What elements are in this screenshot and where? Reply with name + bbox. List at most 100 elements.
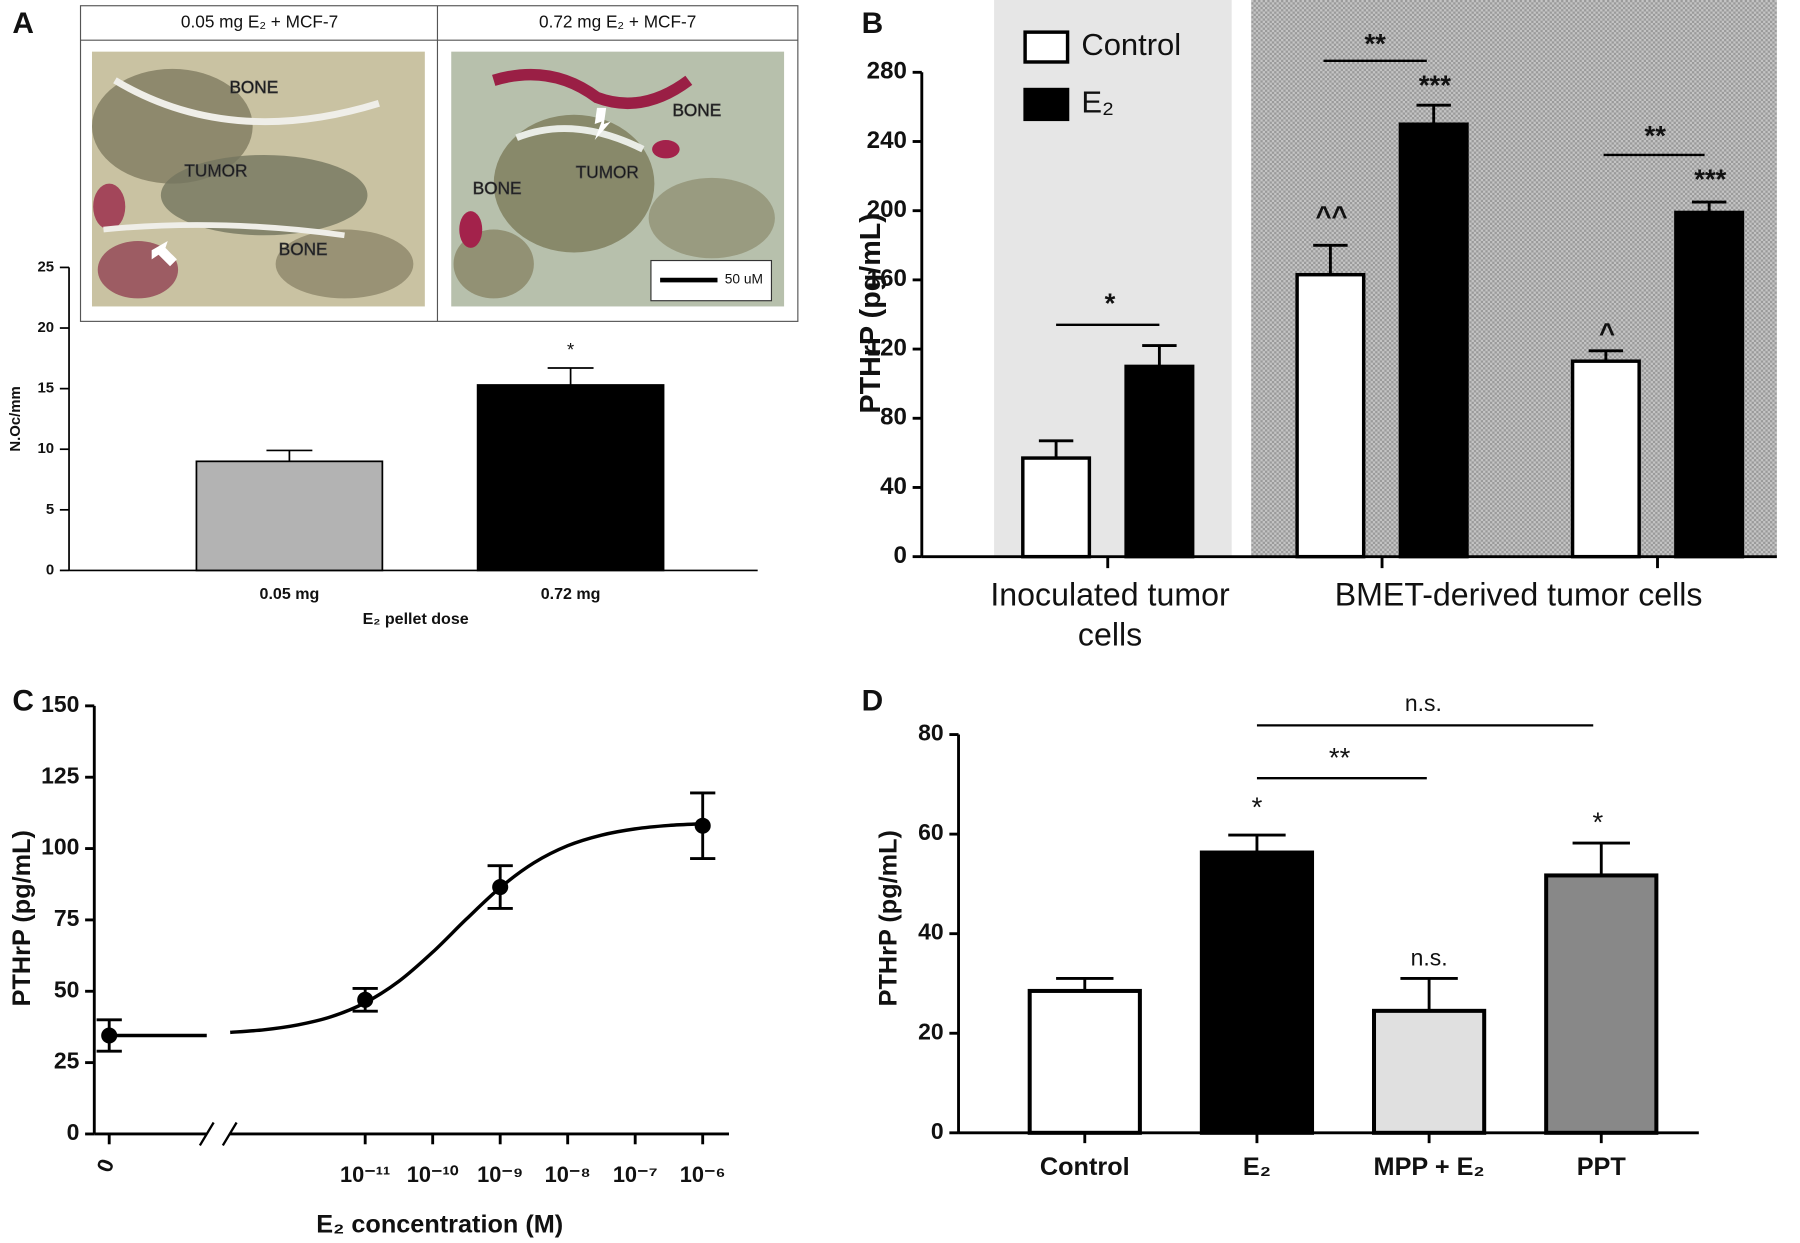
error-bar	[1588, 349, 1624, 362]
error-bar	[1691, 200, 1727, 213]
y-tick-label: 40	[918, 919, 944, 945]
panel-label: C	[12, 684, 34, 717]
axis-break	[221, 1121, 238, 1147]
x-tick-label: PPT	[1577, 1153, 1627, 1181]
bar	[1398, 122, 1469, 559]
annotation: *	[1105, 288, 1116, 319]
bar	[195, 460, 384, 572]
y-tick-label: 10	[38, 440, 55, 457]
x-tick-label: MPP + E₂	[1374, 1153, 1485, 1181]
error-bar	[1142, 344, 1177, 367]
y-tick-label: 120	[867, 334, 907, 361]
x-tick-label: 0	[91, 1156, 119, 1176]
y-tick-label: 40	[880, 473, 907, 500]
annotation: n.s.	[1405, 690, 1442, 716]
y-tick-label: 80	[918, 720, 944, 746]
y-tick-label: 50	[54, 976, 80, 1002]
x-tick-label: 10⁻⁹	[477, 1162, 523, 1187]
y-tick-label: 0	[46, 561, 54, 578]
legend-swatch	[1023, 87, 1070, 122]
x-tick-label: 10⁻⁶	[680, 1162, 726, 1187]
fit-curve	[230, 822, 703, 1035]
y-tick-label: 0	[931, 1118, 944, 1144]
bar	[1295, 272, 1366, 559]
y-tick-label: 25	[54, 1048, 80, 1074]
data-point	[492, 879, 509, 896]
image-title: 0.72 mg E₂ + MCF-7	[539, 12, 696, 32]
bar	[1372, 1008, 1487, 1135]
group-label: BMET-derived tumor cells	[1335, 576, 1703, 612]
panel-label: B	[862, 7, 884, 40]
error-bar	[1038, 439, 1074, 459]
bar	[1544, 873, 1659, 1135]
panel-label: D	[862, 684, 884, 717]
x-axis-label: E₂ concentration (M)	[316, 1210, 563, 1238]
error-bar	[266, 449, 313, 462]
image-label: BONE	[672, 100, 721, 120]
y-tick-label: 160	[867, 265, 907, 292]
y-axis-label: PTHrP (pg/mL)	[8, 830, 36, 1006]
bar	[1027, 988, 1142, 1135]
bar	[476, 384, 665, 572]
data-point	[101, 1027, 118, 1044]
image-label: TUMOR	[576, 162, 639, 182]
annotation: *	[1592, 806, 1603, 837]
x-tick-label: 10⁻⁸	[545, 1162, 591, 1187]
annotation: *	[1252, 791, 1263, 822]
y-tick-label: 100	[41, 834, 79, 860]
legend-swatch	[1023, 30, 1070, 64]
y-tick-label: 280	[867, 58, 907, 85]
group-label: cells	[1078, 616, 1142, 652]
annotation: **	[1644, 120, 1666, 151]
error-bar	[1572, 841, 1630, 876]
scale-bar-label: 50 uM	[725, 272, 763, 287]
y-tick-label: 125	[41, 762, 80, 788]
error-bar	[1228, 833, 1286, 853]
x-tick-label: Control	[1040, 1153, 1130, 1181]
bar	[1674, 210, 1745, 559]
y-tick-label: 15	[38, 380, 55, 397]
annotation: ***	[1419, 70, 1451, 101]
y-axis-label: N.Oc/mm	[7, 386, 24, 451]
panel-label: A	[12, 7, 34, 40]
bar	[1199, 850, 1315, 1135]
legend-label: Control	[1081, 27, 1181, 62]
y-tick-label: 0	[67, 1119, 80, 1145]
y-axis-label: PTHrP (pg/mL)	[855, 213, 887, 413]
y-tick-label: 20	[38, 319, 55, 336]
x-tick-label: 0.72 mg	[541, 585, 601, 603]
annotation: ^	[1599, 317, 1615, 348]
y-tick-label: 0	[893, 542, 906, 569]
y-tick-label: 150	[41, 691, 79, 717]
bar	[1021, 456, 1092, 559]
data-point	[694, 817, 711, 834]
x-tick-label: 10⁻¹¹	[340, 1162, 390, 1187]
axis-break	[198, 1121, 215, 1147]
annotation: *	[567, 339, 574, 360]
y-tick-label: 60	[918, 819, 944, 845]
bar	[1570, 359, 1641, 559]
annotation: **	[1364, 28, 1386, 59]
annotation: n.s.	[1411, 945, 1448, 971]
error-bar	[1416, 103, 1451, 125]
annotation: ***	[1694, 164, 1726, 195]
image-title: 0.05 mg E₂ + MCF-7	[181, 12, 338, 32]
image-label: BONE	[229, 77, 278, 97]
y-tick-label: 200	[867, 196, 907, 223]
image-label: TUMOR	[184, 161, 247, 181]
y-tick-label: 75	[54, 905, 80, 931]
error-bar	[1313, 243, 1348, 275]
micrograph	[79, 5, 799, 322]
y-tick-label: 20	[918, 1018, 944, 1044]
annotation: **	[1329, 742, 1351, 773]
x-tick-label: E₂	[1243, 1153, 1271, 1181]
bar	[1124, 364, 1195, 559]
error-bar	[1400, 977, 1458, 1011]
x-tick-label: 10⁻¹⁰	[407, 1162, 459, 1187]
annotation: ^^	[1315, 200, 1347, 231]
x-tick-label: 10⁻⁷	[613, 1162, 658, 1187]
y-tick-label: 240	[867, 127, 907, 154]
data-point	[357, 991, 374, 1008]
